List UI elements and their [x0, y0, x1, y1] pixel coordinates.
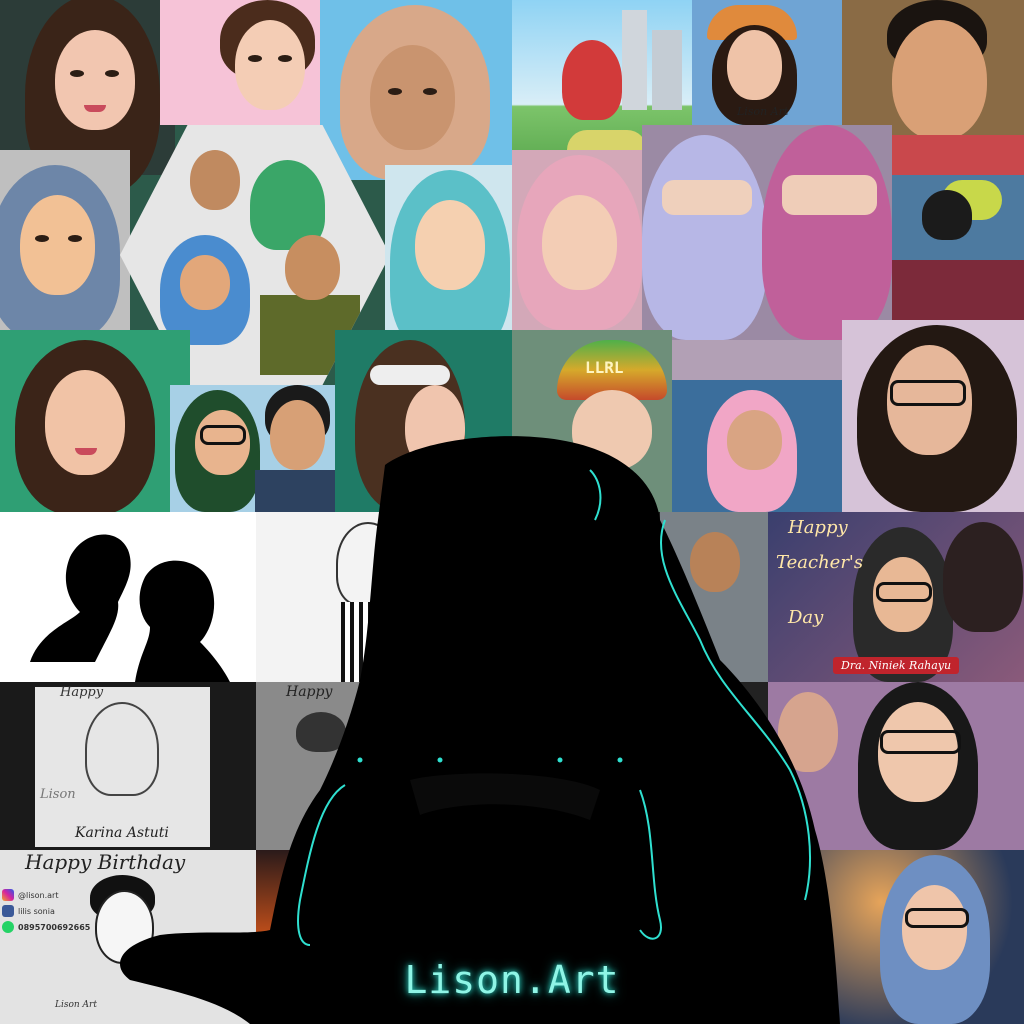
building [652, 30, 682, 110]
birthday-caption: Happy Birthday [25, 850, 186, 874]
silhouette-couple [30, 534, 230, 682]
face [370, 45, 455, 150]
paper: Happy Lison Karina Astuti [35, 685, 210, 847]
portrait-girl-hijab [320, 0, 512, 180]
glasses [200, 425, 246, 445]
top-right-cluster: Lison Art LLRL [512, 0, 1024, 512]
eye [388, 88, 402, 95]
brand-title: Lison.Art [404, 958, 620, 1002]
sketch-card-tile: Happy Lison Karina Astuti [0, 682, 256, 850]
whatsapp-contact[interactable]: 0895700692665 [2, 921, 90, 933]
portrait-woman-bangs [0, 0, 175, 195]
face [690, 532, 740, 592]
eye [423, 88, 437, 95]
sketch2-caption-top: Happy [286, 684, 333, 700]
portrait-woman-hand-hair [0, 330, 190, 512]
shirt [892, 260, 1024, 325]
face [285, 235, 340, 300]
portrait-glasses-long-hair [842, 320, 1024, 512]
portrait-niqab-pair [642, 125, 892, 340]
facebook-contact[interactable]: lilis sonia [2, 905, 90, 917]
beanie-text: LLRL [585, 358, 624, 377]
instagram-handle: @lison.art [18, 890, 59, 900]
birthday-signature: Lison Art [55, 1000, 97, 1010]
face [45, 370, 125, 475]
instagram-contact[interactable]: @lison.art [2, 889, 90, 901]
eye [248, 55, 262, 62]
hands-face-tile [820, 850, 1024, 1024]
eyes-band [782, 175, 877, 215]
teachers-name: Dra. Niniek Rahayu [833, 657, 960, 674]
whatsapp-number: 0895700692665 [18, 922, 91, 932]
face [180, 255, 230, 310]
face [727, 30, 782, 100]
building [622, 10, 647, 110]
face [270, 400, 325, 470]
eye [105, 70, 119, 77]
sketch-name: Karina Astuti [75, 825, 169, 841]
face [235, 20, 305, 110]
eye [68, 235, 82, 242]
hair [943, 522, 1023, 632]
whatsapp-icon [2, 921, 14, 933]
face [542, 195, 617, 290]
hijab [762, 125, 892, 340]
teachers-line2: Teacher's [776, 552, 864, 573]
face [887, 345, 972, 455]
hair [922, 190, 972, 240]
eyes-band [662, 180, 752, 215]
glasses [876, 582, 932, 602]
face [415, 200, 485, 290]
top-left-cluster [0, 0, 512, 512]
watermark-1: Lison Art [737, 105, 789, 118]
portrait-teal-hijab [385, 165, 512, 355]
portrait-little-girl [160, 0, 335, 125]
portrait-blue-hijab [0, 150, 130, 340]
headband [370, 365, 450, 385]
mouth [84, 105, 106, 112]
eye [35, 235, 49, 242]
face [20, 195, 95, 295]
facebook-name: lilis sonia [18, 906, 55, 916]
face [190, 150, 240, 210]
mouth [75, 448, 97, 455]
sketch-caption-top: Happy [60, 685, 104, 700]
face [892, 20, 987, 140]
portrait-little-hijab-girl [672, 380, 842, 512]
portrait-couple-glasses [170, 385, 340, 512]
hijab-outline [85, 702, 159, 796]
teachers-line1: Happy [788, 517, 848, 538]
hair [296, 712, 346, 752]
eye [70, 70, 84, 77]
social-contacts: @lison.art lilis sonia 0895700692665 [0, 885, 92, 937]
glasses [905, 908, 969, 928]
face [727, 410, 782, 470]
face [55, 30, 135, 130]
shirt [255, 470, 340, 512]
hijab [642, 135, 767, 340]
eye [278, 55, 292, 62]
teachers-day-card: Happy Teacher's Day Dra. Niniek Rahayu [768, 512, 1024, 682]
teachers-line3: Day [788, 607, 824, 628]
hijab [562, 40, 622, 120]
portrait-man-drinking [892, 175, 1024, 325]
glasses [880, 730, 961, 754]
glasses [890, 380, 966, 406]
silhouette-couple-tile [0, 512, 256, 682]
sketch-signature: Lison [40, 787, 76, 802]
instagram-icon [2, 889, 14, 901]
portrait-orange-cap: Lison Art [692, 0, 842, 125]
facebook-icon [2, 905, 14, 917]
portrait-pink-hijab [512, 150, 647, 330]
